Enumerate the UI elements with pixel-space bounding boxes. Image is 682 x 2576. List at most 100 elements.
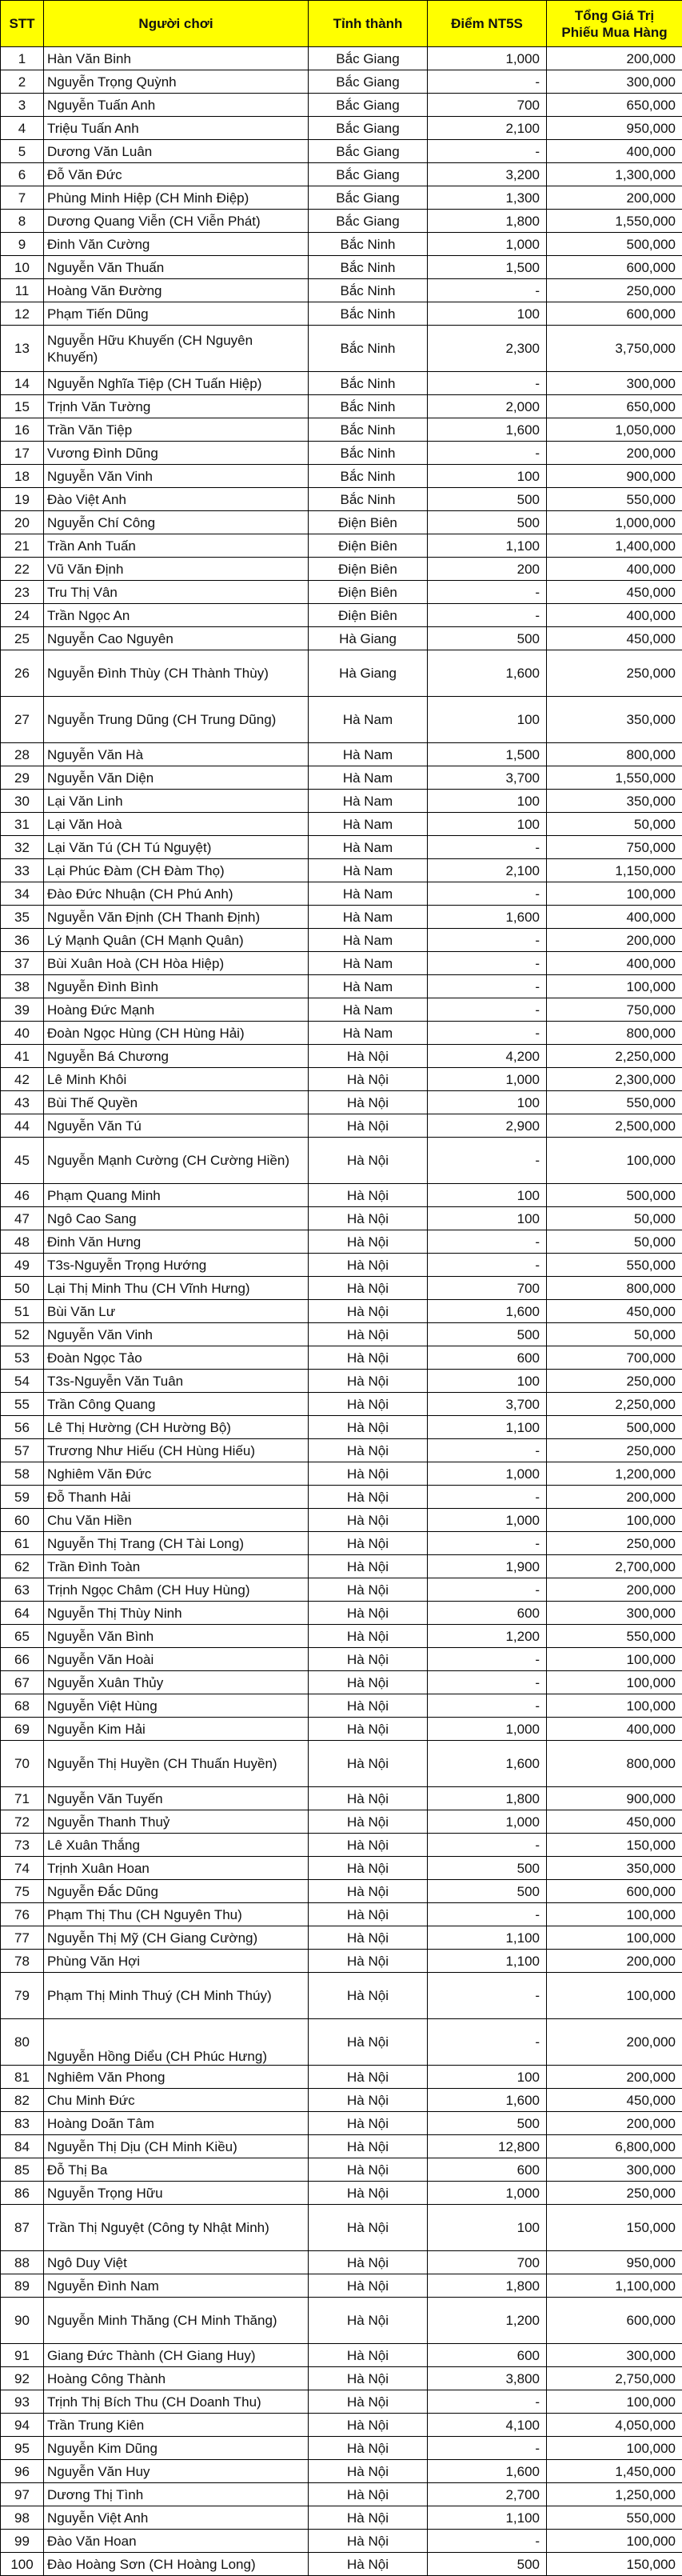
cell-total: 100,000 bbox=[546, 974, 682, 998]
cell-player: Đỗ Văn Đức bbox=[43, 162, 309, 186]
cell-total: 2,500,000 bbox=[546, 1114, 682, 1138]
cell-points: 4,200 bbox=[427, 1044, 547, 1068]
table-row: 75 Nguyễn Đắc Dũng Hà Nội 500 600,000 bbox=[0, 1879, 682, 1903]
cell-stt: 60 bbox=[0, 1508, 44, 1532]
cell-province: Hà Nội bbox=[308, 1740, 428, 1787]
cell-points: 3,700 bbox=[427, 766, 547, 790]
cell-total: 900,000 bbox=[546, 1786, 682, 1810]
cell-points: 1,600 bbox=[427, 1740, 547, 1787]
cell-province: Hà Nội bbox=[308, 1090, 428, 1114]
cell-player: Triệu Tuấn Anh bbox=[43, 116, 309, 140]
table-row: 70 Nguyễn Thị Huyền (CH Thuấn Huyền) Hà Nộ… bbox=[0, 1740, 682, 1787]
cell-points: 500 bbox=[427, 2111, 547, 2135]
cell-total: 150,000 bbox=[546, 1833, 682, 1857]
cell-stt: 78 bbox=[0, 1949, 44, 1973]
cell-points: - bbox=[427, 928, 547, 952]
table-row: 52 Nguyễn Văn Vinh Hà Nội 500 50,000 bbox=[0, 1322, 682, 1346]
cell-player: Đinh Văn Hưng bbox=[43, 1230, 309, 1254]
cell-province: Hà Nội bbox=[308, 1462, 428, 1486]
cell-points: 1,000 bbox=[427, 2181, 547, 2205]
cell-province: Hà Nội bbox=[308, 2482, 428, 2506]
cell-points: 100 bbox=[427, 1090, 547, 1114]
cell-province: Hà Nam bbox=[308, 789, 428, 813]
cell-player: Hoàng Văn Đường bbox=[43, 278, 309, 302]
cell-stt: 16 bbox=[0, 418, 44, 442]
cell-stt: 36 bbox=[0, 928, 44, 952]
table-row: 94 Trần Trung Kiên Hà Nội 4,100 4,050,000 bbox=[0, 2413, 682, 2437]
cell-points: 700 bbox=[427, 2250, 547, 2274]
cell-province: Bắc Ninh bbox=[308, 487, 428, 511]
cell-province: Hà Nội bbox=[308, 1067, 428, 1091]
cell-total: 2,250,000 bbox=[546, 1044, 682, 1068]
table-row: 26 Nguyễn Đình Thùy (CH Thành Thùy) Hà Gia… bbox=[0, 650, 682, 697]
table-row: 18 Nguyễn Văn Vinh Bắc Ninh 100 900,000 bbox=[0, 464, 682, 488]
cell-stt: 43 bbox=[0, 1090, 44, 1114]
cell-player: Nguyễn Văn Thuấn bbox=[43, 255, 309, 279]
cell-player: Nguyễn Thanh Thuỷ bbox=[43, 1810, 309, 1834]
table-row: 84 Nguyễn Thị Dịu (CH Minh Kiều) Hà Nội 12,… bbox=[0, 2134, 682, 2158]
table-row: 51 Bùi Văn Lư Hà Nội 1,600 450,000 bbox=[0, 1299, 682, 1323]
cell-points: - bbox=[427, 1902, 547, 1926]
cell-stt: 24 bbox=[0, 603, 44, 627]
cell-player: Nguyễn Thị Huyền (CH Thuấn Huyền) bbox=[43, 1740, 309, 1787]
cell-stt: 22 bbox=[0, 557, 44, 581]
cell-points: - bbox=[427, 371, 547, 395]
cell-points: 500 bbox=[427, 2552, 547, 2576]
cell-points: 600 bbox=[427, 1346, 547, 1370]
table-row: 53 Đoàn Ngọc Tảo Hà Nội 600 700,000 bbox=[0, 1346, 682, 1370]
table-row: 87 Trần Thị Nguyệt (Công ty Nhật Minh) Hà … bbox=[0, 2204, 682, 2251]
cell-province: Hà Nam bbox=[308, 1021, 428, 1045]
cell-points: 1,600 bbox=[427, 2088, 547, 2112]
cell-total: 550,000 bbox=[546, 2506, 682, 2530]
table-row: 89 Nguyễn Đình Nam Hà Nội 1,800 1,100,000 bbox=[0, 2274, 682, 2298]
cell-total: 500,000 bbox=[546, 1183, 682, 1207]
cell-stt: 20 bbox=[0, 510, 44, 534]
cell-province: Hà Nội bbox=[308, 1647, 428, 1671]
header-total: Tổng Giá Trị Phiếu Mua Hàng bbox=[546, 0, 682, 47]
cell-province: Hà Nội bbox=[308, 1299, 428, 1323]
cell-total: 100,000 bbox=[546, 1694, 682, 1718]
cell-points: - bbox=[427, 1578, 547, 1602]
cell-total: 250,000 bbox=[546, 1369, 682, 1393]
cell-province: Hà Nội bbox=[308, 1949, 428, 1973]
table-row: 15 Trịnh Văn Tường Bắc Ninh 2,000 650,000 bbox=[0, 394, 682, 418]
cell-player: Nghiêm Văn Đức bbox=[43, 1462, 309, 1486]
cell-province: Bắc Ninh bbox=[308, 325, 428, 372]
cell-province: Hà Nội bbox=[308, 1253, 428, 1277]
cell-points: 600 bbox=[427, 1601, 547, 1625]
cell-stt: 40 bbox=[0, 1021, 44, 1045]
table-row: 35 Nguyễn Văn Định (CH Thanh Định) Hà Nam 1… bbox=[0, 905, 682, 929]
cell-points: 200 bbox=[427, 557, 547, 581]
cell-player: Chu Minh Đức bbox=[43, 2088, 309, 2112]
cell-points: 100 bbox=[427, 1206, 547, 1230]
table-row: 63 Trịnh Ngọc Châm (CH Huy Hùng) Hà Nội -20… bbox=[0, 1578, 682, 1602]
table-row: 23 Tru Thị Vân Điện Biên -450,000 bbox=[0, 580, 682, 604]
cell-stt: 46 bbox=[0, 1183, 44, 1207]
cell-province: Hà Nội bbox=[308, 1369, 428, 1393]
cell-total: 3,750,000 bbox=[546, 325, 682, 372]
header-stt: STT bbox=[0, 0, 44, 47]
cell-points: 1,000 bbox=[427, 232, 547, 256]
cell-province: Hà Nội bbox=[308, 1392, 428, 1416]
cell-total: 900,000 bbox=[546, 464, 682, 488]
cell-player: Trịnh Văn Tường bbox=[43, 394, 309, 418]
cell-province: Bắc Giang bbox=[308, 93, 428, 117]
cell-province: Hà Nam bbox=[308, 951, 428, 975]
cell-province: Hà Nội bbox=[308, 1694, 428, 1718]
cell-province: Hà Nội bbox=[308, 1183, 428, 1207]
cell-stt: 98 bbox=[0, 2506, 44, 2530]
table-row: 59 Đỗ Thanh Hải Hà Nội -200,000 bbox=[0, 1485, 682, 1509]
cell-player: Nguyễn Thị Thùy Ninh bbox=[43, 1601, 309, 1625]
cell-points: 500 bbox=[427, 487, 547, 511]
cell-stt: 38 bbox=[0, 974, 44, 998]
table-row: 31 Lại Văn Hoà Hà Nam 100 50,000 bbox=[0, 812, 682, 836]
cell-points: 2,300 bbox=[427, 325, 547, 372]
cell-province: Hà Nam bbox=[308, 742, 428, 766]
table-row: 4 Triệu Tuấn Anh Bắc Giang 2,100 950,000 bbox=[0, 116, 682, 140]
cell-player: Nguyễn Kim Dũng bbox=[43, 2436, 309, 2460]
table-row: 28 Nguyễn Văn Hà Hà Nam 1,500 800,000 bbox=[0, 742, 682, 766]
cell-province: Hà Nội bbox=[308, 1438, 428, 1462]
cell-province: Hà Nội bbox=[308, 1902, 428, 1926]
cell-points: 1,600 bbox=[427, 1299, 547, 1323]
cell-total: 1,550,000 bbox=[546, 209, 682, 233]
